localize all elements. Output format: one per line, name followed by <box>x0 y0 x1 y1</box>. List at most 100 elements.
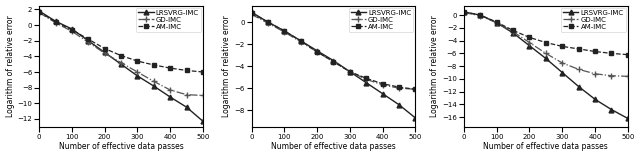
GD-IMC <box>248 14 255 15</box>
LRSVRG-IMC <box>313 50 321 52</box>
GD-IMC <box>559 62 566 64</box>
Line: AM-IMC: AM-IMC <box>36 9 205 74</box>
AM-IMC <box>183 70 191 71</box>
AM-IMC <box>493 21 500 23</box>
GD-IMC <box>509 31 517 33</box>
AM-IMC <box>607 52 615 54</box>
AM-IMC <box>477 14 484 16</box>
AM-IMC <box>330 61 337 63</box>
Legend: LRSVRG-IMC, GD-IMC, AM-IMC: LRSVRG-IMC, GD-IMC, AM-IMC <box>136 8 201 32</box>
Legend: LRSVRG-IMC, GD-IMC, AM-IMC: LRSVRG-IMC, GD-IMC, AM-IMC <box>349 8 413 32</box>
LRSVRG-IMC <box>280 30 288 32</box>
AM-IMC <box>35 11 43 13</box>
X-axis label: Number of effective data passes: Number of effective data passes <box>483 142 608 152</box>
LRSVRG-IMC <box>117 63 125 65</box>
AM-IMC <box>248 12 255 14</box>
LRSVRG-IMC <box>150 85 157 87</box>
AM-IMC <box>542 42 550 43</box>
LRSVRG-IMC <box>412 117 419 119</box>
AM-IMC <box>412 88 419 90</box>
GD-IMC <box>199 95 207 96</box>
GD-IMC <box>280 31 288 33</box>
LRSVRG-IMC <box>509 32 517 34</box>
Line: AM-IMC: AM-IMC <box>249 11 418 92</box>
Y-axis label: Logarithm of relative error: Logarithm of relative error <box>430 15 440 117</box>
AM-IMC <box>101 48 109 49</box>
LRSVRG-IMC <box>52 20 60 22</box>
AM-IMC <box>199 71 207 73</box>
GD-IMC <box>183 94 191 96</box>
Line: GD-IMC: GD-IMC <box>36 9 207 99</box>
LRSVRG-IMC <box>525 45 533 47</box>
GD-IMC <box>346 71 354 73</box>
GD-IMC <box>575 68 582 70</box>
Legend: LRSVRG-IMC, GD-IMC, AM-IMC: LRSVRG-IMC, GD-IMC, AM-IMC <box>561 8 626 32</box>
AM-IMC <box>134 60 141 62</box>
AM-IMC <box>395 86 403 88</box>
GD-IMC <box>542 52 550 54</box>
LRSVRG-IMC <box>395 104 403 106</box>
AM-IMC <box>460 11 468 13</box>
Y-axis label: Logarithm of relative error: Logarithm of relative error <box>6 15 15 117</box>
AM-IMC <box>68 29 76 31</box>
LRSVRG-IMC <box>362 82 370 84</box>
LRSVRG-IMC <box>379 93 387 95</box>
Y-axis label: Logarithm of relative error: Logarithm of relative error <box>223 15 232 117</box>
AM-IMC <box>624 54 632 56</box>
GD-IMC <box>68 30 76 32</box>
GD-IMC <box>624 75 632 77</box>
LRSVRG-IMC <box>607 108 615 110</box>
GD-IMC <box>150 80 157 82</box>
GD-IMC <box>84 41 92 43</box>
GD-IMC <box>101 52 109 54</box>
AM-IMC <box>591 51 599 52</box>
AM-IMC <box>575 48 582 50</box>
AM-IMC <box>346 71 354 73</box>
AM-IMC <box>559 45 566 47</box>
AM-IMC <box>117 55 125 57</box>
GD-IMC <box>134 71 141 73</box>
AM-IMC <box>166 67 174 69</box>
AM-IMC <box>150 64 157 66</box>
LRSVRG-IMC <box>346 71 354 73</box>
LRSVRG-IMC <box>330 60 337 62</box>
LRSVRG-IMC <box>477 14 484 16</box>
GD-IMC <box>166 89 174 91</box>
GD-IMC <box>35 12 43 14</box>
LRSVRG-IMC <box>199 120 207 122</box>
GD-IMC <box>313 51 321 53</box>
AM-IMC <box>379 83 387 85</box>
AM-IMC <box>297 40 305 42</box>
LRSVRG-IMC <box>460 11 468 13</box>
LRSVRG-IMC <box>68 28 76 30</box>
GD-IMC <box>330 61 337 63</box>
X-axis label: Number of effective data passes: Number of effective data passes <box>271 142 396 152</box>
GD-IMC <box>591 73 599 75</box>
LRSVRG-IMC <box>84 40 92 42</box>
Line: GD-IMC: GD-IMC <box>461 9 631 80</box>
LRSVRG-IMC <box>624 117 632 119</box>
LRSVRG-IMC <box>248 11 255 13</box>
GD-IMC <box>117 62 125 64</box>
AM-IMC <box>264 21 272 23</box>
GD-IMC <box>264 22 272 24</box>
LRSVRG-IMC <box>559 72 566 73</box>
GD-IMC <box>477 15 484 17</box>
GD-IMC <box>525 42 533 43</box>
AM-IMC <box>313 51 321 53</box>
AM-IMC <box>84 38 92 40</box>
GD-IMC <box>412 88 419 90</box>
Line: AM-IMC: AM-IMC <box>461 10 630 57</box>
AM-IMC <box>509 30 517 31</box>
Line: LRSVRG-IMC: LRSVRG-IMC <box>461 10 630 121</box>
LRSVRG-IMC <box>542 58 550 60</box>
X-axis label: Number of effective data passes: Number of effective data passes <box>59 142 184 152</box>
GD-IMC <box>52 22 60 24</box>
GD-IMC <box>460 12 468 14</box>
Line: LRSVRG-IMC: LRSVRG-IMC <box>36 9 205 124</box>
LRSVRG-IMC <box>493 22 500 24</box>
LRSVRG-IMC <box>183 106 191 108</box>
AM-IMC <box>280 30 288 32</box>
GD-IMC <box>362 78 370 80</box>
Line: LRSVRG-IMC: LRSVRG-IMC <box>249 10 418 120</box>
